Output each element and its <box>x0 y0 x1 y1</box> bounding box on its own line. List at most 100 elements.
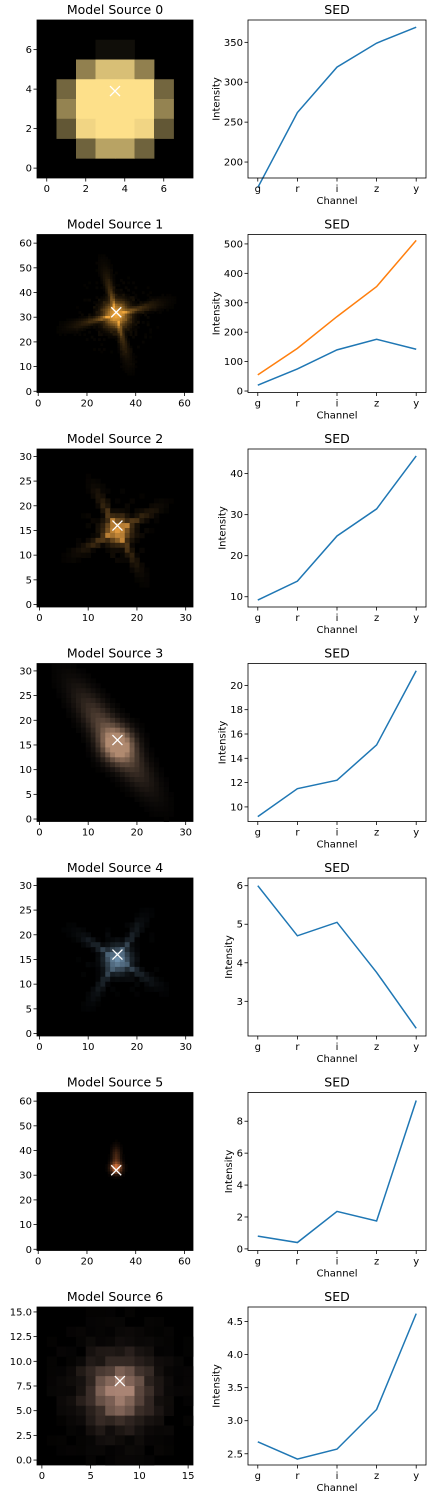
x-tick-label: y <box>413 399 419 410</box>
y-tick-label: 2 <box>26 124 32 135</box>
y-tick-label: 10 <box>19 980 32 991</box>
y-tick-label: 30 <box>19 881 32 892</box>
sed-panel-0: SED g r i z y 200 250 300 350 Channel Intensity <box>211 2 427 207</box>
x-tick-label: 30 <box>179 613 192 624</box>
image-panel-1: Model Source 1 0 20 40 60 0 10 20 30 40 50 60 <box>19 217 194 410</box>
x-tick-label: 40 <box>129 1257 142 1268</box>
panel-title: Model Source 6 <box>67 1289 163 1304</box>
y-tick-label: 5 <box>26 575 32 586</box>
y-tick-label: 10 <box>19 765 32 776</box>
x-tick-label: 60 <box>178 399 191 410</box>
image-frame <box>36 234 194 393</box>
x-tick-label: 30 <box>179 828 192 839</box>
y-tick-label: 250 <box>224 118 243 129</box>
y-tick-label: 0 <box>26 387 32 398</box>
panel-title: SED <box>324 646 349 661</box>
y-tick-label: 15 <box>19 955 32 966</box>
x-tick-label: g <box>255 828 261 839</box>
y-tick-label: 8 <box>237 1117 243 1128</box>
y-tick-label: 6 <box>237 1149 243 1160</box>
x-tick-label: z <box>374 184 379 195</box>
x-tick-label: 20 <box>131 613 144 624</box>
y-tick-label: 50 <box>19 263 32 274</box>
x-tick-label: 10 <box>133 1471 146 1482</box>
x-tick-label: z <box>374 613 379 624</box>
image-frame <box>36 19 194 179</box>
sed-panel-5: SED g r i z y 0 2 4 6 8 Channel Intensity <box>224 1075 427 1280</box>
x-tick-label: g <box>255 1471 261 1482</box>
x-tick-label: 10 <box>82 828 95 839</box>
y-tick-label: 300 <box>224 298 243 309</box>
x-tick-label: 40 <box>129 399 142 410</box>
y-tick-label: 10 <box>19 1220 32 1231</box>
series-line-0 <box>257 26 417 188</box>
y-tick-label: 100 <box>224 357 243 368</box>
y-tick-label: 50 <box>19 1121 32 1132</box>
series-line-0 <box>257 1100 417 1244</box>
x-tick-label: y <box>413 613 419 624</box>
x-axis-label: Channel <box>316 1269 357 1280</box>
panel-title: Model Source 2 <box>67 431 163 446</box>
y-tick-label: 40 <box>19 288 32 299</box>
x-tick-label: 15 <box>182 1471 195 1482</box>
y-tick-label: 0 <box>237 387 243 398</box>
y-tick-label: 6 <box>237 881 243 892</box>
y-tick-label: 4 <box>237 1181 243 1192</box>
y-tick-label: 0.0 <box>16 1456 32 1467</box>
x-tick-label: 0 <box>44 184 50 195</box>
panel-title: Model Source 0 <box>67 2 163 17</box>
y-tick-label: 10 <box>230 592 243 603</box>
sed-panel-6: SED g r i z y 2.5 3.0 3.5 4.0 4.5 Channel Intensity <box>211 1289 427 1494</box>
y-tick-label: 10 <box>230 802 243 813</box>
y-tick-label: 10 <box>19 362 32 373</box>
x-tick-label: g <box>255 613 261 624</box>
y-tick-label: 40 <box>19 1146 32 1157</box>
y-tick-label: 30 <box>230 510 243 521</box>
y-tick-label: 20 <box>19 501 32 512</box>
y-tick-label: 0 <box>26 1245 32 1256</box>
y-tick-label: 200 <box>224 328 243 339</box>
panel-title: Model Source 1 <box>67 217 163 232</box>
x-tick-label: y <box>413 1471 419 1482</box>
plot-area <box>248 20 426 178</box>
x-tick-label: 0 <box>35 399 41 410</box>
image-panel-6: Model Source 6 0 5 10 15 0.0 2.5 5.0 7.5 10.0 12.5… <box>10 1289 195 1482</box>
x-tick-label: g <box>255 1042 261 1053</box>
x-tick-label: 30 <box>179 1042 192 1053</box>
x-tick-label: 6 <box>161 184 167 195</box>
x-tick-label: r <box>295 828 300 839</box>
image-pixels <box>46 1307 194 1466</box>
y-tick-label: 6 <box>26 45 32 56</box>
x-tick-label: 10 <box>82 1042 95 1053</box>
y-tick-label: 25 <box>19 906 32 917</box>
image-pixels <box>61 907 170 1012</box>
x-tick-label: 0 <box>36 613 42 624</box>
x-tick-label: 4 <box>122 184 128 195</box>
y-tick-label: 3.5 <box>227 1383 243 1394</box>
center-marker <box>110 306 122 318</box>
y-tick-label: 15 <box>19 526 32 537</box>
y-tick-label: 4 <box>26 85 32 96</box>
center-marker <box>111 949 123 960</box>
x-tick-label: r <box>295 184 300 195</box>
y-tick-label: 10.0 <box>10 1357 32 1368</box>
center-marker <box>111 520 123 531</box>
y-tick-label: 20 <box>230 681 243 692</box>
x-tick-label: 0 <box>36 1042 42 1053</box>
y-tick-label: 12.5 <box>10 1332 32 1343</box>
x-axis-label: Channel <box>316 1483 357 1494</box>
y-tick-label: 0 <box>237 1244 243 1255</box>
x-tick-label: i <box>336 399 339 410</box>
series-line-0 <box>257 455 417 601</box>
x-tick-label: 0 <box>36 828 42 839</box>
y-tick-label: 25 <box>19 691 32 702</box>
panel-title: Model Source 3 <box>67 646 163 661</box>
sed-panel-3: SED g r i z y 10 12 14 16 18 20 Channel Intensity <box>218 646 427 851</box>
y-tick-label: 350 <box>224 38 243 49</box>
x-tick-label: 10 <box>82 613 95 624</box>
x-tick-label: z <box>374 1257 379 1268</box>
x-tick-label: 20 <box>131 1042 144 1053</box>
y-tick-label: 3.0 <box>227 1416 243 1427</box>
y-tick-label: 4.5 <box>227 1317 243 1328</box>
